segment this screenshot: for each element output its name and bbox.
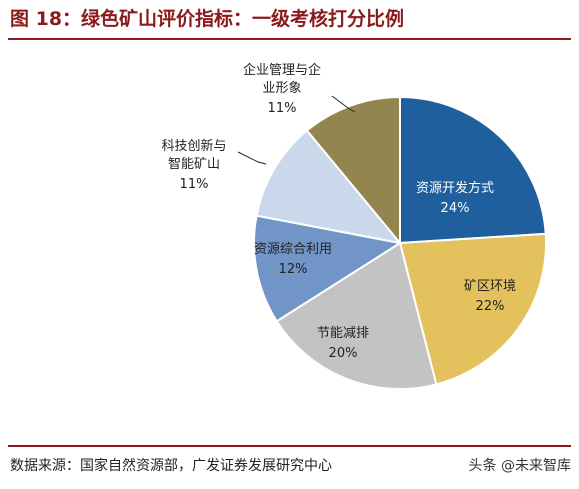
slice-label-3: 节能减排 (317, 326, 369, 341)
slice-label-2: 矿区环境 (464, 279, 516, 294)
title-divider (8, 38, 571, 40)
slice-pct-4: 12% (279, 262, 308, 277)
figure-title: 图 18：绿色矿山评价指标：一级考核打分比例 (10, 8, 405, 30)
slice-pct-2: 22% (476, 299, 505, 314)
slice-label-5-line-2: 智能矿山 (168, 157, 220, 172)
source-note: 数据来源：国家自然资源部，广发证券发展研究中心 (10, 458, 332, 474)
slice-label-6-line-1: 企业管理与企 (243, 62, 321, 78)
watermark: 头条 @未来智库 (468, 458, 571, 474)
slice-pct-3: 20% (329, 346, 358, 361)
source-divider (8, 445, 571, 447)
pie-slice-4 (253, 214, 403, 323)
pie-slice-3 (275, 241, 438, 390)
leader-line-6 (331, 95, 356, 113)
pie-slice-1 (399, 95, 547, 245)
slice-label-5-line-1: 科技创新与 (161, 138, 226, 154)
pie-slice-2 (398, 232, 547, 386)
pie-slice-5 (255, 129, 403, 245)
slice-label-1: 资源开发方式 (416, 180, 494, 196)
pie-slice-6 (305, 95, 401, 246)
slice-pct-5: 11% (180, 177, 209, 192)
slice-pct-1: 24% (441, 201, 470, 216)
slice-pct-6: 11% (268, 101, 297, 116)
leader-line-5 (237, 151, 267, 165)
slice-label-6-line-2: 业形象 (262, 81, 301, 96)
pie-chart: 资源开发方式 24% 矿区环境 22% 节能减排 20% 资源综合利用 12% 科技创新与智能矿… (161, 62, 547, 390)
slice-label-4: 资源综合利用 (254, 242, 332, 257)
